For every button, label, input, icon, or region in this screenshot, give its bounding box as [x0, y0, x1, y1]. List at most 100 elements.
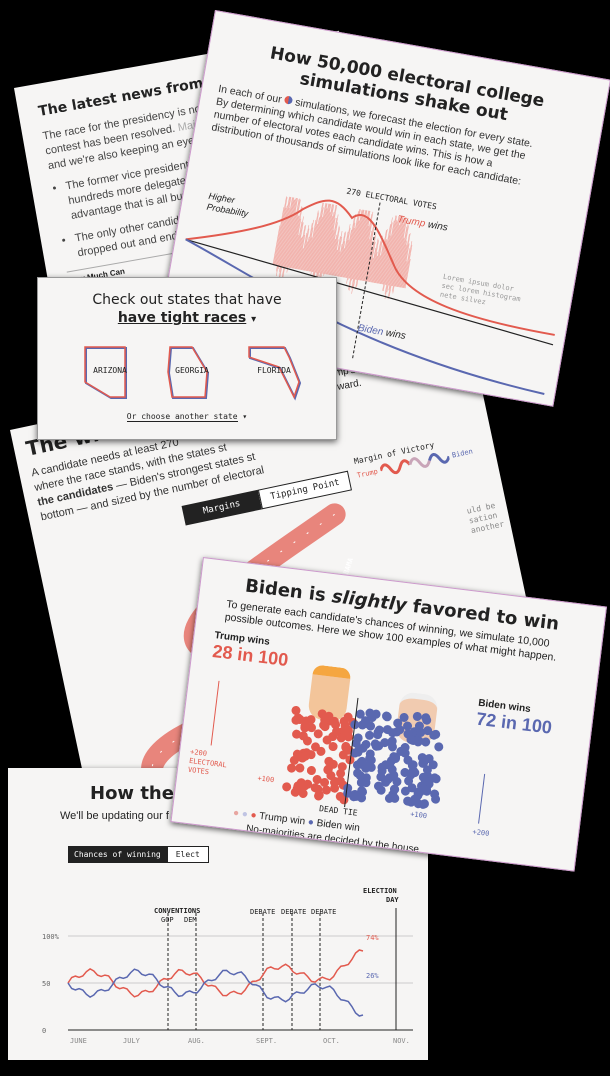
- trump-outcome-dot: [290, 787, 300, 797]
- biden-outcome-dot: [431, 794, 441, 804]
- trump-outcome-dot: [295, 715, 305, 725]
- margin-wave-icon: [379, 453, 451, 475]
- tab-electoral[interactable]: Elect: [166, 846, 209, 863]
- biden-outcome-dot: [382, 712, 392, 722]
- biden-outcome-dot: [373, 741, 383, 751]
- trump-outcome-dot: [300, 721, 310, 731]
- biden-outcome-dot: [355, 709, 365, 719]
- trump-outcome-dot: [282, 782, 292, 792]
- event-label: DEBATE: [311, 908, 336, 916]
- biden-outcome-dot: [361, 740, 371, 750]
- biden-outcome-dot: [388, 742, 398, 752]
- event-label: ELECTION: [363, 887, 397, 895]
- biden-outcome-dot: [408, 760, 418, 770]
- timeline-title: How the f: [90, 783, 189, 804]
- biden-odds-line: [67, 949, 364, 998]
- timeline-x-tick: JULY: [123, 1037, 141, 1045]
- biden-outcome-dot: [431, 774, 441, 784]
- trump-outcome-dot: [295, 763, 305, 773]
- simulations-histogram: [185, 196, 555, 395]
- trump-outcome-dot: [335, 791, 345, 801]
- biden-outcome-dot: [373, 781, 383, 791]
- biden-outcome-dot: [361, 778, 371, 788]
- timeline-x-tick: JUNE: [70, 1037, 87, 1045]
- trump-outcome-dot: [320, 778, 330, 788]
- timeline-x-tick: AUG.: [188, 1037, 205, 1045]
- trump-outcome-dot: [328, 742, 338, 752]
- trump-ev-scale: [210, 680, 220, 746]
- timeline-x-tick: OCT.: [323, 1037, 340, 1045]
- chevron-down-icon: ▾: [251, 314, 257, 325]
- biden-outcome-dot: [377, 762, 387, 772]
- trump-outcome-dot: [300, 751, 310, 761]
- state-option-label: GEORGIA: [175, 366, 209, 375]
- timeline-y-tick: 0: [42, 1027, 46, 1035]
- trump-outcome-dot: [324, 756, 334, 766]
- final-value-blue: 26%: [366, 972, 379, 980]
- biden-outcome-dot: [407, 767, 417, 777]
- biden-outcome-dot: [422, 765, 432, 775]
- chevron-down-icon: ▾: [242, 412, 248, 421]
- trump-outcome-dot: [291, 705, 301, 715]
- favored-card: Biden is slightly favored to win To gene…: [170, 557, 607, 872]
- trump-odds-line: [67, 968, 364, 1017]
- trump-outcome-dot: [323, 764, 333, 774]
- tie-line: [344, 697, 359, 808]
- trump-outcome-dot: [343, 732, 353, 742]
- trump-outcome-dot: [322, 735, 332, 745]
- timeline-tabs: Chances of winning Elect: [68, 846, 209, 863]
- biden-outcome-dot: [416, 727, 426, 737]
- trump-outcome-dot: [336, 733, 346, 743]
- trump-outcome-dot: [302, 736, 312, 746]
- outcome-dots: [210, 680, 486, 824]
- biden-outcome-dot: [399, 712, 409, 722]
- trump-outcome-dot: [314, 791, 324, 801]
- tight-races-title: Check out states that have: [92, 292, 282, 308]
- state-option-georgia[interactable]: GEORGIA: [162, 342, 222, 402]
- trump-outcome-dot: [321, 785, 331, 795]
- biden-ev-scale: [478, 773, 486, 824]
- biden-outcome-dot: [392, 777, 402, 787]
- final-value-red: 74%: [366, 934, 379, 942]
- trump-outcome-dot: [298, 788, 308, 798]
- biden-outcome-dot: [393, 718, 403, 728]
- biden-outcome-dot: [380, 738, 390, 748]
- biden-outcome-dot: [421, 713, 431, 723]
- biden-outcome-dot: [404, 776, 414, 786]
- timeline-x-tick: SEPT.: [256, 1037, 277, 1045]
- biden-outcome-dot: [406, 735, 416, 745]
- simulations-card: How 50,000 electoral college simulations …: [157, 10, 610, 407]
- state-outline-icon: [84, 346, 127, 399]
- biden-outcome-dot: [353, 733, 363, 743]
- state-outline-icon: [167, 346, 210, 399]
- state-option-arizona[interactable]: ARIZONA: [80, 342, 140, 402]
- event-label: GOP: [161, 916, 174, 924]
- trump-outcome-dot: [330, 783, 340, 793]
- trump-outcome-dot: [332, 727, 342, 737]
- tab-chances-of-winning[interactable]: Chances of winning: [68, 846, 167, 863]
- tight-races-selector[interactable]: have tight races ▾: [117, 310, 257, 326]
- biden-outcome-dot: [434, 742, 444, 752]
- trump-outcome-dot: [337, 762, 347, 772]
- biden-outcome-dot: [412, 711, 422, 721]
- biden-outcome-dot: [366, 755, 376, 765]
- biden-outcome-dot: [423, 726, 433, 736]
- biden-outcome-dot: [389, 784, 399, 794]
- timeline-description: We'll be updating our f: [60, 810, 169, 822]
- timeline-chart: 100% 50 0 JUNE JULY AUG. SEPT. OCT. NOV. CONVENTI…: [42, 887, 413, 1045]
- trump-outcome-dot: [313, 729, 323, 739]
- biden-outcome-dot: [421, 737, 431, 747]
- event-label: CONVENTIONS: [154, 907, 200, 915]
- choose-another-state[interactable]: Or choose another state ▾: [126, 412, 248, 422]
- biden-outcome-dot: [400, 743, 410, 753]
- event-label: DEM: [184, 916, 197, 924]
- state-outline-icon: [248, 346, 302, 401]
- trump-outcome-dot: [287, 763, 297, 773]
- biden-outcome-dot: [355, 771, 365, 781]
- trump-outcome-dot: [340, 721, 350, 731]
- timeline-y-tick: 50: [42, 980, 50, 988]
- state-option-label: FLORIDA: [257, 366, 291, 375]
- biden-outcome-dot: [343, 783, 353, 793]
- state-option-florida[interactable]: FLORIDA: [244, 342, 304, 402]
- timeline-x-tick: NOV.: [393, 1037, 410, 1045]
